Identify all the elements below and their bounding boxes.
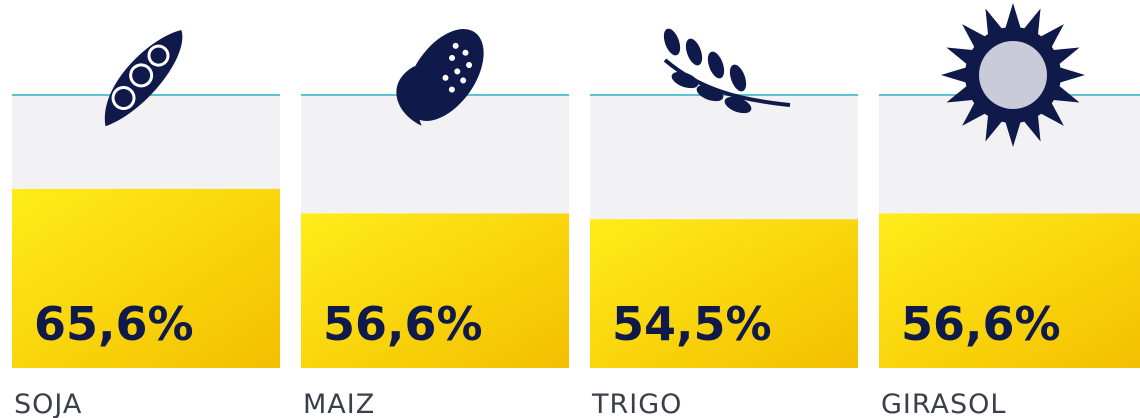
value-label: 65,6% (34, 297, 194, 351)
category-label: MAIZ (303, 389, 375, 418)
sunflower-icon (941, 3, 1085, 147)
bar (301, 213, 569, 368)
bar (879, 213, 1140, 368)
wheat-icon (663, 28, 791, 114)
category-label: GIRASOL (881, 389, 1006, 418)
value-label: 54,5% (612, 297, 772, 351)
value-label: 56,6% (323, 297, 483, 351)
corn-icon (396, 29, 484, 126)
soy-icon (104, 29, 183, 127)
category-label: SOJA (14, 389, 82, 418)
value-label: 56,6% (901, 297, 1061, 351)
bar (590, 219, 858, 368)
icons (104, 3, 1085, 147)
bar (12, 188, 280, 368)
category-label: TRIGO (591, 389, 682, 418)
